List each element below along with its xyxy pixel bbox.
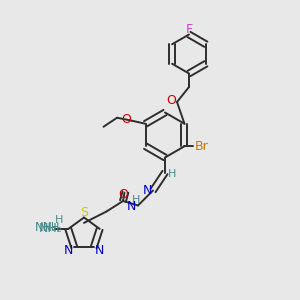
Text: N: N (64, 244, 74, 257)
Text: S: S (80, 206, 88, 219)
Text: NH: NH (43, 221, 61, 234)
Text: Br: Br (195, 140, 209, 153)
Text: O: O (122, 113, 132, 126)
Text: N: N (142, 184, 152, 197)
Text: NH₂: NH₂ (38, 222, 62, 236)
Text: H: H (167, 169, 176, 179)
Text: H: H (132, 195, 141, 205)
Text: N: N (94, 244, 104, 257)
Text: NH₂: NH₂ (35, 221, 57, 234)
Text: O: O (167, 94, 176, 107)
Text: O: O (118, 188, 128, 201)
Text: N: N (127, 200, 136, 214)
Text: F: F (185, 22, 193, 36)
Text: H: H (55, 215, 64, 225)
